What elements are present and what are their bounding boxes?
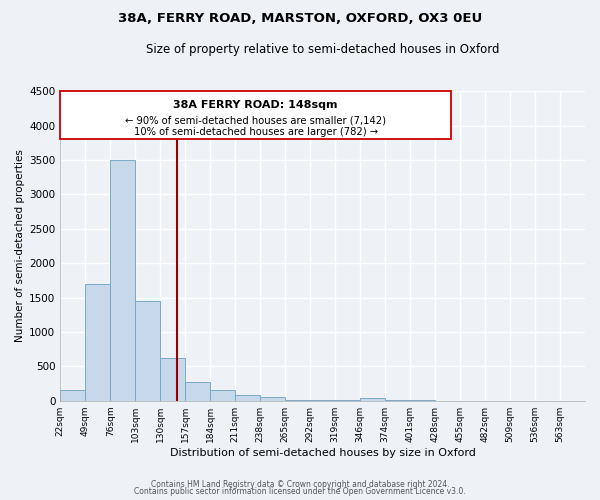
Text: Contains public sector information licensed under the Open Government Licence v3: Contains public sector information licen…: [134, 488, 466, 496]
Bar: [210, 390, 235, 400]
Bar: [160, 358, 185, 401]
Title: Size of property relative to semi-detached houses in Oxford: Size of property relative to semi-detach…: [146, 42, 499, 56]
Text: 38A FERRY ROAD: 148sqm: 38A FERRY ROAD: 148sqm: [173, 100, 338, 110]
Bar: [185, 382, 210, 400]
Text: 10% of semi-detached houses are larger (782) →: 10% of semi-detached houses are larger (…: [134, 127, 378, 137]
Text: ← 90% of semi-detached houses are smaller (7,142): ← 90% of semi-detached houses are smalle…: [125, 116, 386, 126]
Bar: [85, 284, 110, 401]
X-axis label: Distribution of semi-detached houses by size in Oxford: Distribution of semi-detached houses by …: [170, 448, 476, 458]
Y-axis label: Number of semi-detached properties: Number of semi-detached properties: [15, 150, 25, 342]
Bar: [60, 92, 451, 140]
Bar: [360, 398, 385, 400]
Text: 38A, FERRY ROAD, MARSTON, OXFORD, OX3 0EU: 38A, FERRY ROAD, MARSTON, OXFORD, OX3 0E…: [118, 12, 482, 26]
Text: Contains HM Land Registry data © Crown copyright and database right 2024.: Contains HM Land Registry data © Crown c…: [151, 480, 449, 489]
Bar: [60, 390, 85, 400]
Bar: [135, 301, 160, 400]
Bar: [235, 394, 260, 400]
Bar: [260, 397, 285, 400]
Bar: [110, 160, 135, 400]
